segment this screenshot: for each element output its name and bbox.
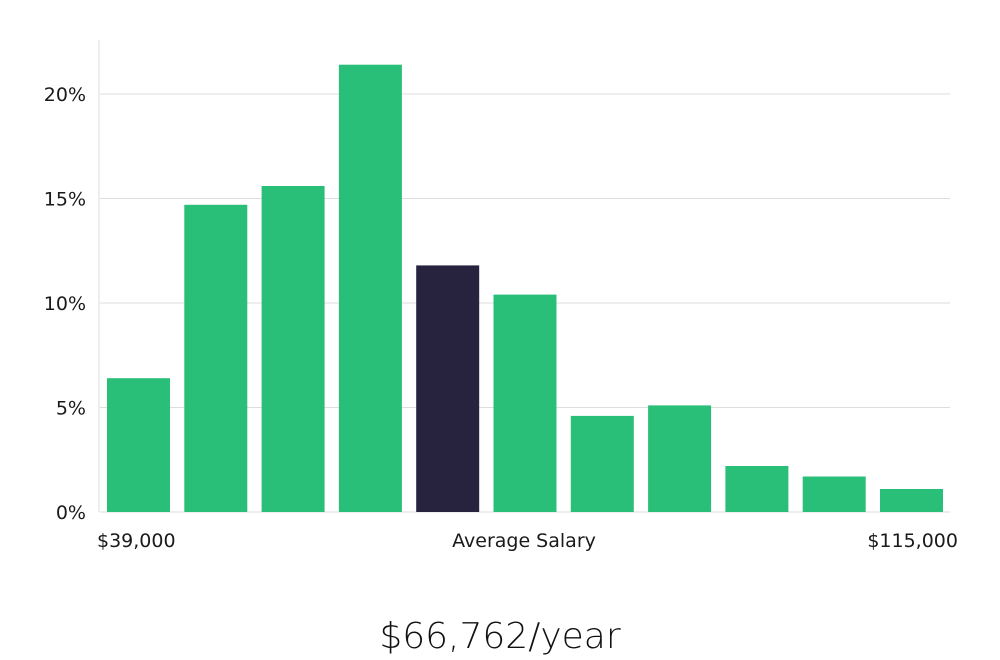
y-tick-label: 20% (44, 84, 86, 106)
bar (493, 294, 557, 512)
bar (338, 64, 402, 512)
x-end-label: $115,000 (867, 530, 958, 552)
average-salary-value: $66,762/year (379, 616, 621, 657)
x-start-label: $39,000 (97, 530, 176, 552)
bar (880, 489, 943, 512)
y-tick-label: 0% (56, 502, 86, 524)
bars (107, 64, 943, 513)
bar (107, 378, 170, 512)
y-tick-labels: 0% 5% 10% 15% 20% (44, 84, 86, 524)
bar (261, 186, 325, 512)
bar (648, 405, 712, 512)
y-tick-label: 10% (44, 293, 86, 315)
bar (802, 476, 866, 512)
bar-highlighted (416, 265, 480, 512)
bar (184, 204, 248, 513)
bar (570, 415, 634, 512)
y-tick-label: 5% (56, 398, 86, 420)
bar (725, 466, 789, 512)
y-tick-label: 15% (44, 189, 86, 211)
x-center-label: Average Salary (452, 530, 596, 552)
